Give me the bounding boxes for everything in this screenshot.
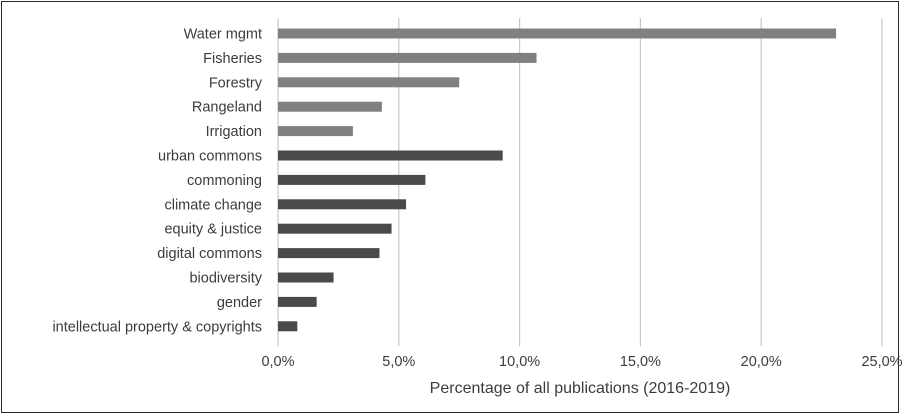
category-label: equity & justice: [164, 222, 262, 238]
category-label: Water mgmt: [184, 27, 262, 43]
category-label: biodiversity: [189, 271, 262, 287]
bar: [278, 272, 334, 283]
x-tick-label: 20,0%: [741, 354, 782, 370]
bar: [278, 296, 317, 307]
x-axis-title: Percentage of all publications (2016-201…: [430, 380, 731, 397]
bar: [278, 223, 392, 234]
bar: [278, 77, 460, 88]
category-label: urban commons: [158, 149, 262, 165]
bar: [278, 321, 298, 332]
category-labels: Water mgmt Fisheries Forestry Rangeland Irri…: [52, 27, 262, 336]
bar: [278, 101, 382, 112]
category-label: gender: [217, 295, 262, 311]
category-label: climate change: [164, 197, 262, 213]
bar: [278, 52, 537, 63]
category-label: Fisheries: [203, 51, 262, 67]
category-label: Forestry: [209, 75, 263, 91]
category-label: commoning: [187, 173, 262, 189]
category-label: Irrigation: [206, 124, 262, 140]
x-tick-label: 15,0%: [620, 354, 661, 370]
x-tick-label: 0,0%: [261, 354, 294, 370]
bar: [278, 248, 380, 259]
gridlines: [277, 18, 883, 346]
bar: [278, 150, 503, 161]
bars: [278, 28, 837, 332]
bar: [278, 28, 837, 39]
bar: [278, 126, 353, 137]
bar: [278, 199, 407, 210]
x-tick-label: 10,0%: [499, 354, 540, 370]
x-tick-labels: 0,0% 5,0% 10,0% 15,0% 20,0% 25,0%: [261, 354, 902, 370]
bar: [278, 174, 426, 185]
category-label: intellectual property & copyrights: [52, 319, 262, 335]
category-label: digital commons: [157, 246, 262, 262]
category-label: Rangeland: [192, 100, 262, 116]
x-tick-label: 25,0%: [861, 354, 902, 370]
x-tick-label: 5,0%: [382, 354, 415, 370]
